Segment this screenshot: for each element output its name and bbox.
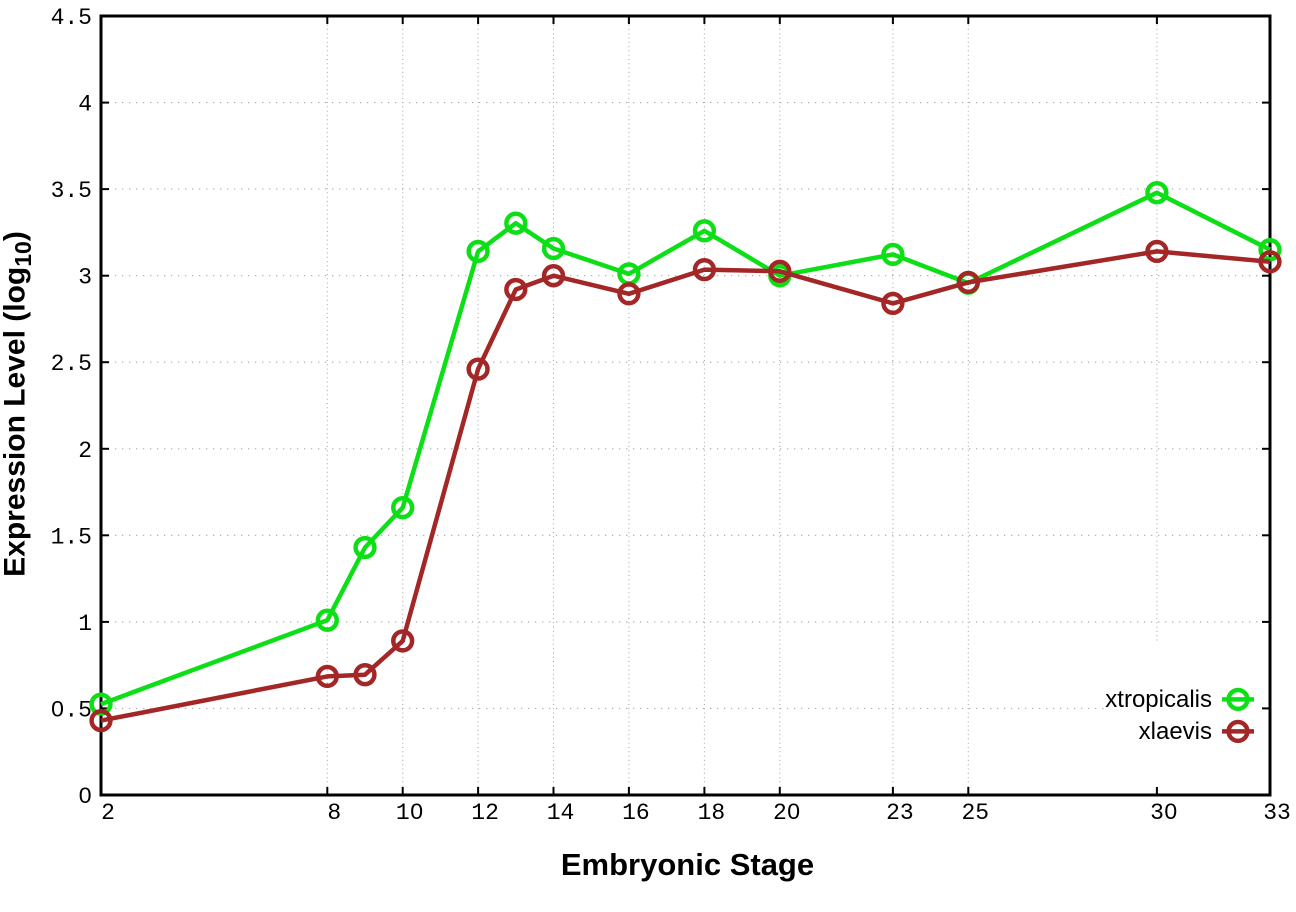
svg-text:8: 8	[327, 800, 341, 826]
svg-text:33: 33	[1263, 800, 1291, 826]
svg-text:30: 30	[1150, 800, 1178, 826]
svg-text:Embryonic Stage: Embryonic Stage	[561, 847, 814, 882]
svg-text:10: 10	[396, 800, 424, 826]
svg-text:23: 23	[886, 800, 914, 826]
svg-text:2: 2	[101, 800, 115, 826]
svg-text:2: 2	[78, 438, 92, 464]
svg-text:4.5: 4.5	[51, 5, 92, 31]
svg-text:xlaevis: xlaevis	[1139, 718, 1212, 745]
svg-text:xtropicalis: xtropicalis	[1105, 686, 1212, 713]
svg-text:20: 20	[773, 800, 801, 826]
svg-text:3: 3	[78, 265, 92, 291]
svg-text:25: 25	[961, 800, 989, 826]
svg-text:1: 1	[78, 611, 92, 637]
svg-text:16: 16	[622, 800, 650, 826]
svg-text:1.5: 1.5	[51, 524, 92, 550]
svg-text:2.5: 2.5	[51, 351, 92, 377]
svg-text:18: 18	[698, 800, 726, 826]
svg-text:3.5: 3.5	[51, 178, 92, 204]
svg-text:4: 4	[78, 92, 92, 118]
svg-text:12: 12	[471, 800, 499, 826]
svg-text:14: 14	[547, 800, 575, 826]
svg-text:Expression Level (log10): Expression Level (log10)	[0, 231, 36, 577]
